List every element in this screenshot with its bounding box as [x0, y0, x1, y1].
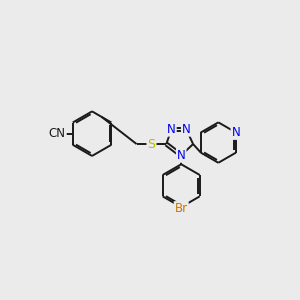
Text: N: N — [232, 126, 240, 139]
Text: S: S — [148, 138, 155, 151]
Text: N: N — [167, 123, 176, 136]
Text: N: N — [177, 149, 186, 162]
Text: Br: Br — [175, 202, 188, 215]
Text: N: N — [182, 123, 190, 136]
Text: CN: CN — [49, 127, 66, 140]
